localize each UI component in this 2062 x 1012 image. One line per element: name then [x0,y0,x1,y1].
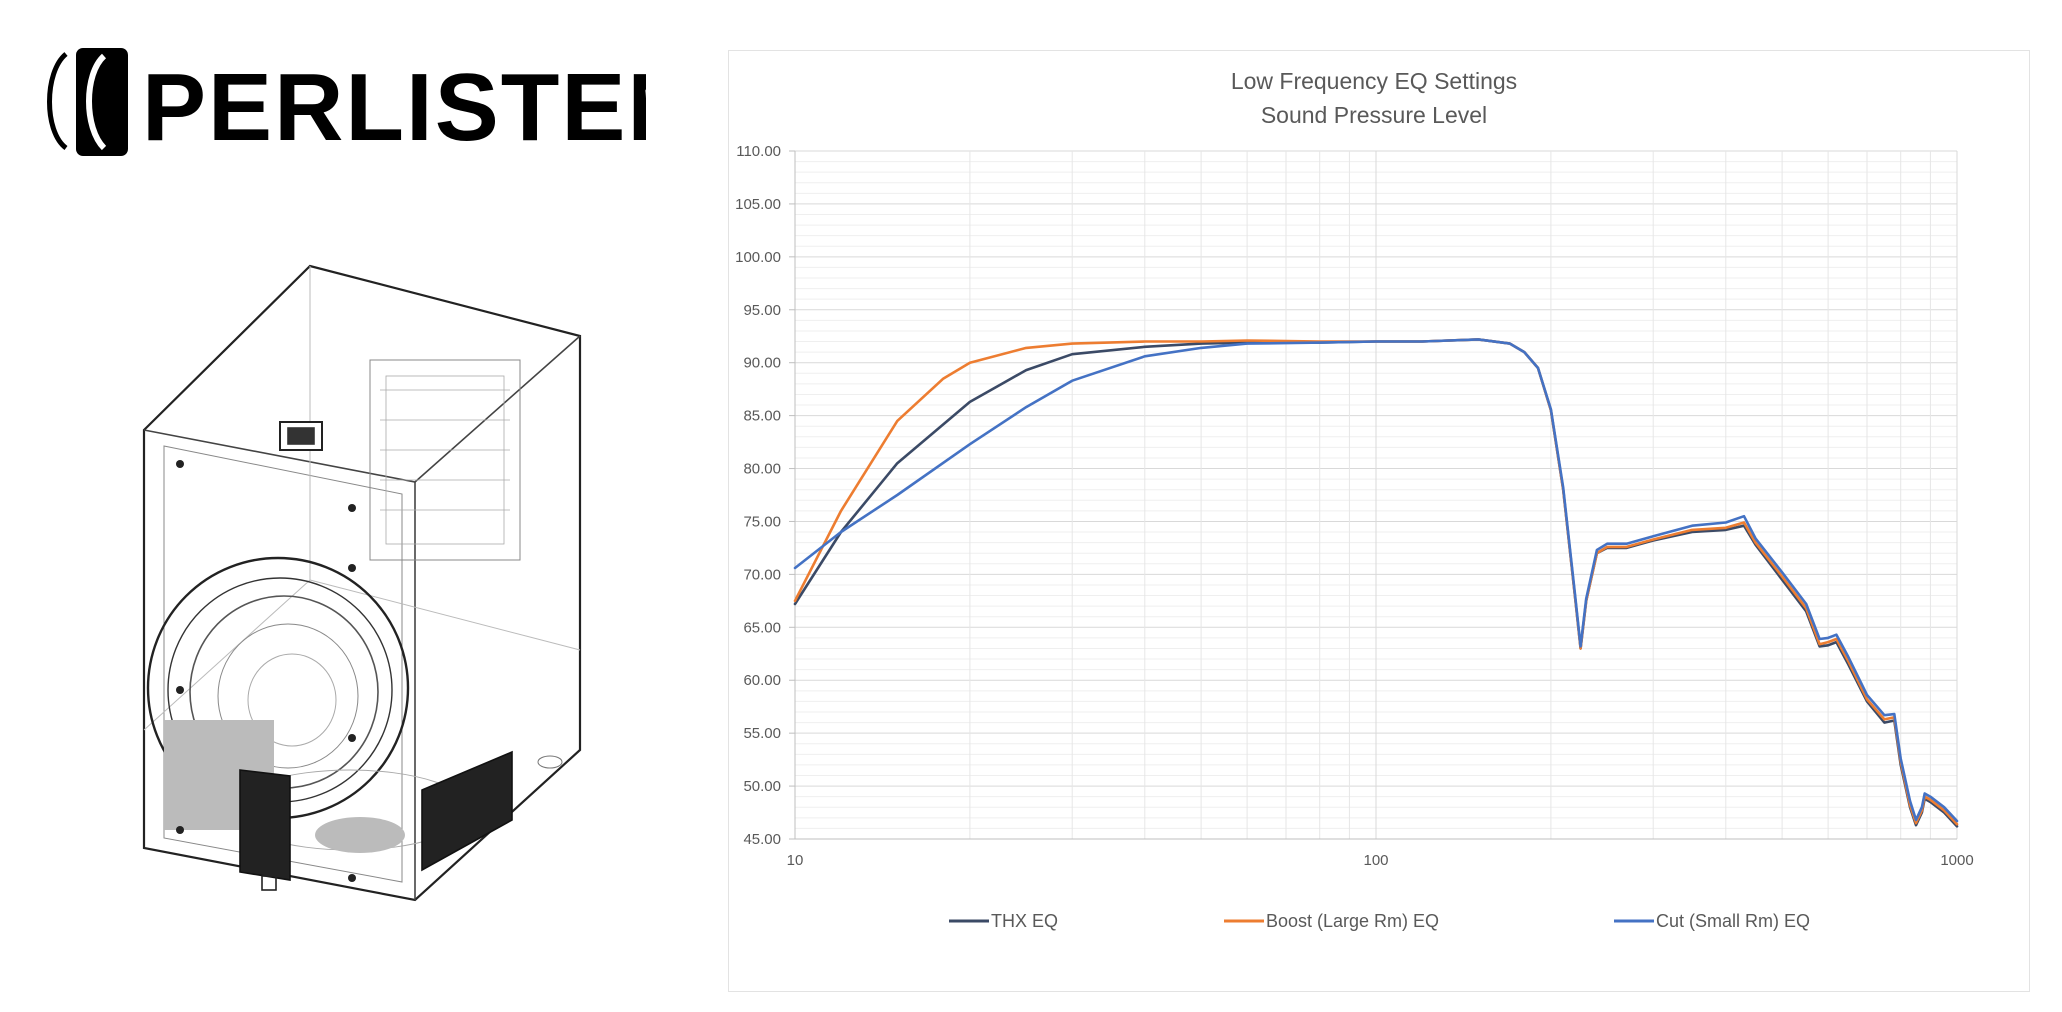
eq-line-chart: Low Frequency EQ Settings Sound Pressure… [735,68,1974,931]
legend-label: Boost (Large Rm) EQ [1266,911,1439,931]
legend-label: THX EQ [991,911,1058,931]
y-tick-label: 65.00 [743,619,781,636]
y-tick-label: 75.00 [743,513,781,530]
legend-item-3: Cut (Small Rm) EQ [1614,911,1810,931]
y-tick-label: 100.00 [735,249,781,266]
y-tick-label: 95.00 [743,302,781,319]
x-tick-label: 1000 [1940,852,1973,869]
legend-item-1: THX EQ [949,911,1058,931]
logo-mark: PERLISTEN [47,48,697,161]
y-tick-label: 85.00 [743,408,781,425]
legend-item-2: Boost (Large Rm) EQ [1224,911,1439,931]
y-tick-label: 55.00 [743,725,781,742]
y-tick-label: 80.00 [743,461,781,478]
y-tick-label: 50.00 [743,778,781,795]
y-tick-label: 105.00 [735,196,781,213]
perlisten-logo: PERLISTEN [46,44,697,164]
legend-label: Cut (Small Rm) EQ [1656,911,1810,931]
x-tick-label: 10 [787,852,804,869]
y-tick-label: 110.00 [736,143,781,160]
brand-name: PERLISTEN [142,54,646,161]
y-tick-label: 70.00 [743,566,781,583]
chart-title: Low Frequency EQ Settings [1231,68,1517,94]
y-tick-label: 45.00 [743,831,781,848]
series-line-3 [793,338,1959,823]
speaker-illustration [130,250,600,920]
x-tick-label: 100 [1363,852,1388,869]
y-tick-label: 60.00 [743,672,781,689]
y-tick-label: 90.00 [743,355,781,372]
chart-panel: Low Frequency EQ Settings Sound Pressure… [728,50,2030,992]
chart-subtitle: Sound Pressure Level [1261,102,1487,128]
